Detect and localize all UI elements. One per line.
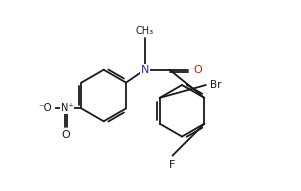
Text: O: O <box>194 65 202 75</box>
Text: CH₃: CH₃ <box>136 26 154 36</box>
Text: ⁻O: ⁻O <box>38 103 52 113</box>
Text: N: N <box>141 65 149 75</box>
Text: N⁺: N⁺ <box>61 103 73 113</box>
Text: F: F <box>169 160 176 170</box>
Text: Br: Br <box>210 80 221 90</box>
Text: O: O <box>62 130 70 140</box>
